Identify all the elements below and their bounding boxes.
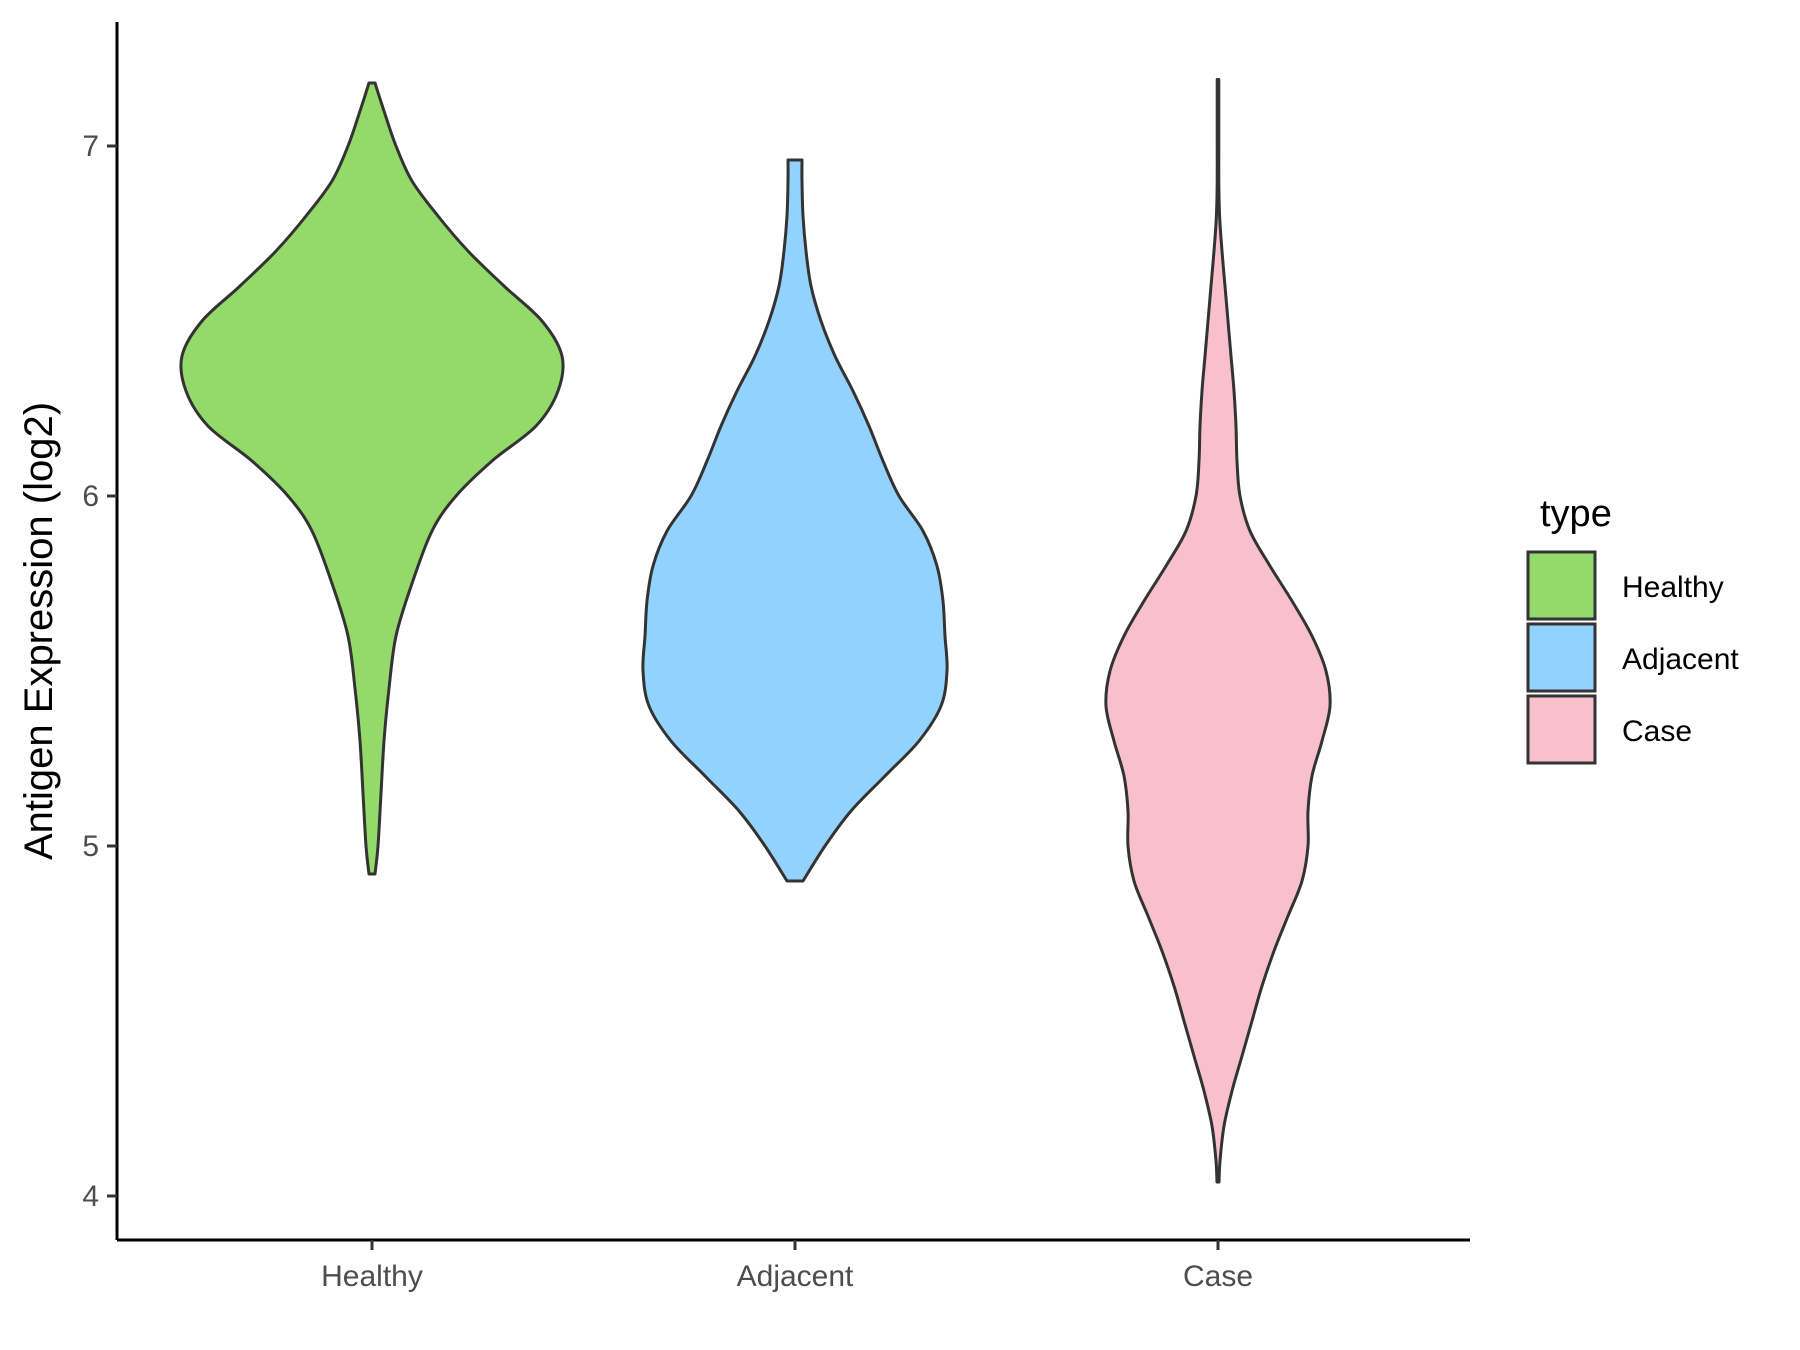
x-tick-label: Case xyxy=(1183,1260,1253,1293)
y-tick-label: 4 xyxy=(82,1180,99,1213)
legend-title: type xyxy=(1540,493,1612,535)
violin-layer xyxy=(179,78,1332,1184)
y-tick-label: 7 xyxy=(82,130,99,163)
x-ticks: Healthy Adjacent Case xyxy=(321,1240,1253,1293)
violin-adjacent xyxy=(641,158,949,883)
y-tick-label: 6 xyxy=(82,480,99,513)
violin-case xyxy=(1104,78,1332,1184)
x-tick-label: Adjacent xyxy=(737,1260,854,1293)
legend: type Healthy Adjacent Case xyxy=(1526,493,1739,765)
y-axis-title: Antigen Expression (log2) xyxy=(17,402,61,860)
legend-swatch-adjacent xyxy=(1526,622,1597,693)
y-tick-label: 5 xyxy=(82,830,99,863)
y-ticks: 4 5 6 7 xyxy=(82,130,117,1213)
violin-healthy xyxy=(179,81,565,876)
legend-swatch-case xyxy=(1526,694,1597,765)
x-tick-label: Healthy xyxy=(321,1260,423,1293)
legend-label-case: Case xyxy=(1622,715,1692,748)
legend-label-healthy: Healthy xyxy=(1622,571,1724,604)
legend-label-adjacent: Adjacent xyxy=(1622,643,1739,676)
legend-swatch-healthy xyxy=(1526,550,1597,621)
